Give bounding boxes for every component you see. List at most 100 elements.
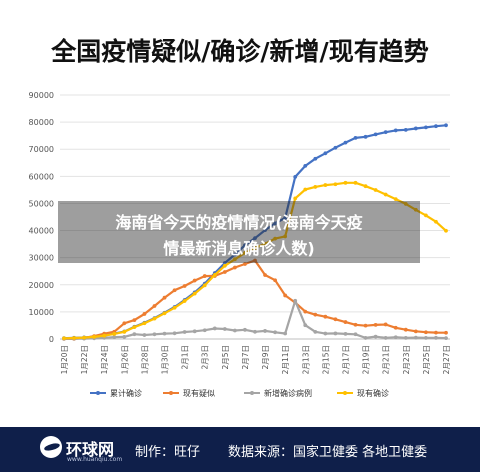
data-point <box>142 321 147 326</box>
data-point <box>202 274 207 278</box>
data-point <box>383 336 388 340</box>
data-point <box>413 207 418 212</box>
data-point <box>403 327 408 332</box>
data-point <box>243 250 247 255</box>
data-point <box>343 140 348 145</box>
data-point <box>122 321 127 326</box>
data-point <box>273 278 278 283</box>
legend-label: 新增确诊病例 <box>264 388 312 398</box>
data-point <box>333 145 338 150</box>
caption-line-1: 海南省今天的疫情情况(海南今天疫 <box>115 213 363 232</box>
data-point <box>393 325 398 330</box>
x-tick-label: 2月1日 <box>181 345 190 370</box>
x-tick-label: 2月9日 <box>261 345 270 370</box>
y-tick-label: 90000 <box>29 91 54 100</box>
legend-marker <box>96 391 100 395</box>
data-point <box>373 322 378 327</box>
data-point <box>444 228 448 233</box>
x-tick-label: 2月15日 <box>321 345 330 374</box>
data-point <box>172 305 177 310</box>
data-point <box>363 336 368 340</box>
data-point <box>373 188 378 192</box>
x-tick-label: 2月23日 <box>402 345 411 374</box>
data-point <box>434 330 438 335</box>
data-point <box>413 126 418 131</box>
data-point <box>423 213 428 218</box>
caption-line-2: 情最新消息确诊人数) <box>163 239 315 258</box>
data-point <box>313 329 318 334</box>
data-point <box>122 329 127 334</box>
data-point <box>263 273 267 277</box>
data-source: 数据来源：国家卫健委 各地卫健委 <box>228 445 428 460</box>
data-point <box>303 187 308 192</box>
data-point <box>363 323 368 328</box>
series-line <box>64 259 447 340</box>
data-point <box>383 192 388 197</box>
y-tick-label: 30000 <box>29 254 54 263</box>
data-point <box>423 330 428 335</box>
data-point <box>182 299 187 303</box>
data-point <box>343 320 348 324</box>
data-point <box>293 196 298 201</box>
x-tick-label: 1月20日 <box>60 345 69 374</box>
x-tick-label: 2月7日 <box>241 345 250 370</box>
data-point <box>303 309 308 314</box>
data-point <box>434 219 438 224</box>
data-point <box>434 335 438 340</box>
data-point <box>423 335 428 340</box>
data-point <box>122 335 127 339</box>
data-point <box>383 322 388 327</box>
data-point <box>152 332 157 337</box>
legend-label: 现有确诊 <box>357 388 389 398</box>
data-point <box>222 327 227 331</box>
x-tick-label: 2月13日 <box>301 345 310 374</box>
y-tick-label: 70000 <box>29 145 54 154</box>
data-point <box>182 330 187 334</box>
data-point <box>162 295 167 300</box>
data-point <box>172 331 177 336</box>
data-point <box>434 124 438 129</box>
legend-marker <box>343 391 347 395</box>
x-tick-label: 2月27日 <box>442 345 451 374</box>
data-point <box>283 216 288 220</box>
data-point <box>393 335 398 340</box>
maker-credit: 制作：旺仔 <box>135 445 201 460</box>
legend-marker <box>250 391 254 395</box>
data-point <box>303 163 308 168</box>
y-tick-label: 60000 <box>29 172 54 181</box>
logo-url: www.huanqiu.com <box>67 456 123 463</box>
data-point <box>92 334 97 339</box>
data-point <box>202 328 207 333</box>
x-tick-label: 2月17日 <box>341 345 350 374</box>
data-point <box>333 317 338 322</box>
data-point <box>323 151 328 156</box>
data-point <box>142 333 147 337</box>
data-point <box>343 180 348 185</box>
x-tick-label: 2月19日 <box>362 345 371 374</box>
x-tick-label: 2月21日 <box>382 345 391 374</box>
data-point <box>323 314 328 319</box>
data-point <box>132 318 137 322</box>
data-point <box>313 156 318 161</box>
y-tick-label: 80000 <box>29 118 54 127</box>
legend-marker <box>169 391 173 395</box>
x-tick-label: 2月25日 <box>422 345 431 374</box>
data-point <box>323 183 328 187</box>
data-point <box>243 327 247 332</box>
data-point <box>423 125 428 130</box>
data-point <box>303 323 308 328</box>
data-point <box>232 252 237 257</box>
data-point <box>253 246 257 250</box>
data-point <box>253 236 257 241</box>
data-point <box>393 128 398 133</box>
data-point <box>353 332 358 337</box>
data-point <box>283 234 288 239</box>
data-point <box>253 258 257 263</box>
data-point <box>192 291 197 296</box>
data-point <box>102 333 107 338</box>
data-point <box>444 336 448 341</box>
data-point <box>403 127 408 132</box>
data-point <box>112 335 117 340</box>
data-point <box>383 130 388 135</box>
data-point <box>273 330 278 335</box>
